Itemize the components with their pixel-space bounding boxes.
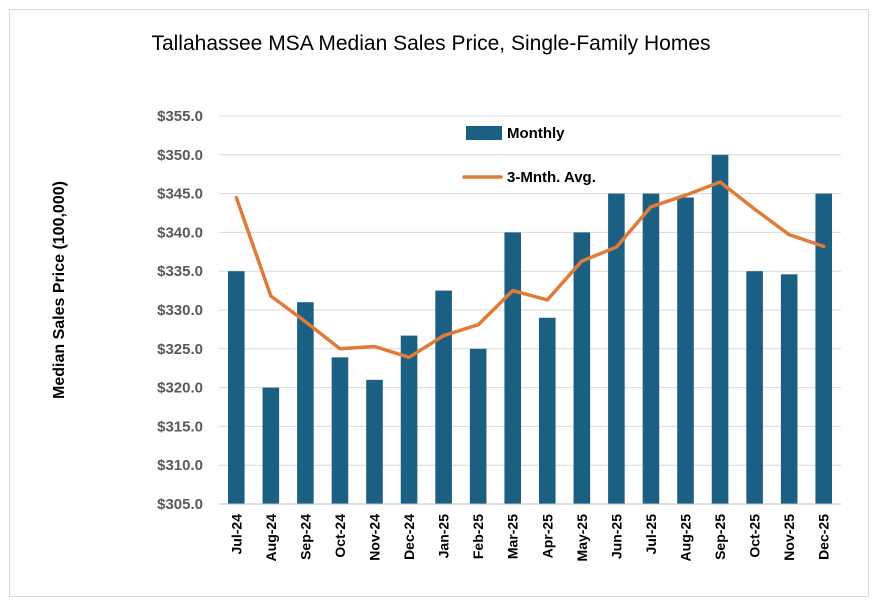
bar-jan-25 — [435, 290, 452, 504]
legend-label-monthly: Monthly — [507, 125, 565, 142]
y-tick-label: $350.0 — [157, 147, 203, 164]
y-axis-ticks: $305.0 $310.0 $315.0 $320.0 $325.0 $330.0 $335… — [157, 108, 203, 513]
legend-label-3-month-avg: 3-Mnth. Avg. — [507, 169, 596, 186]
y-tick-label: $340.0 — [157, 224, 203, 241]
y-tick-label: $310.0 — [157, 457, 203, 474]
bar-sep-25 — [711, 154, 729, 505]
y-tick-label: $315.0 — [157, 418, 203, 435]
x-tick-label: Mar-25 — [505, 514, 521, 559]
bar-dec-24 — [400, 335, 418, 504]
bar-nov-25 — [780, 274, 798, 504]
x-tick-label: Oct-25 — [747, 514, 763, 558]
bar-oct-24 — [331, 357, 349, 504]
bar-nov-24 — [366, 379, 383, 504]
line-3-month-avg — [234, 180, 826, 360]
legend: Monthly 3-Mnth. Avg. — [462, 125, 596, 186]
line-series — [234, 180, 826, 360]
x-tick-label: Jun-25 — [608, 514, 624, 559]
x-tick-label: May-25 — [574, 514, 590, 562]
y-tick-label: $305.0 — [157, 496, 203, 513]
x-tick-label: Aug-24 — [263, 514, 279, 562]
y-tick-label: $355.0 — [157, 108, 203, 125]
x-tick-label: Jul-25 — [643, 514, 659, 555]
bar-oct-25 — [746, 271, 763, 504]
bar-dec-25 — [815, 193, 833, 504]
y-tick-label: $320.0 — [157, 380, 203, 397]
y-tick-label: $335.0 — [157, 263, 203, 280]
x-tick-label: Sep-24 — [297, 514, 313, 560]
x-tick-label: Feb-25 — [470, 514, 486, 559]
x-axis-ticks: Jul-24 Aug-24 Sep-24 Oct-24 Nov-24 Dec-24 Jan-… — [228, 514, 831, 562]
y-tick-label: $330.0 — [157, 302, 203, 319]
bar-sep-24 — [297, 302, 314, 504]
bar-series — [227, 154, 833, 505]
bar-jun-25 — [608, 193, 625, 504]
chart-title: Tallahassee MSA Median Sales Price, Sing… — [151, 32, 710, 55]
bar-apr-25 — [538, 317, 556, 504]
x-tick-label: Nov-24 — [367, 514, 383, 561]
x-tick-label: Oct-24 — [332, 514, 348, 558]
bar-may-25 — [573, 232, 591, 504]
gridlines — [219, 115, 841, 466]
y-tick-label: $325.0 — [157, 341, 203, 358]
x-tick-label: Jul-24 — [228, 514, 244, 555]
bar-mar-25 — [504, 232, 522, 504]
x-tick-label: Apr-25 — [539, 514, 555, 559]
bar-aug-24 — [262, 387, 280, 504]
bar-jul-24 — [227, 271, 245, 504]
x-tick-label: Nov-25 — [781, 514, 797, 561]
x-tick-label: Dec-24 — [401, 514, 417, 560]
y-axis-label: Median Sales Price (100,000) — [51, 181, 68, 399]
bar-jul-25 — [642, 193, 660, 504]
x-tick-label: Sep-25 — [712, 514, 728, 560]
bar-aug-25 — [677, 197, 694, 505]
x-tick-label: Dec-25 — [816, 514, 832, 560]
bar-feb-25 — [469, 348, 487, 504]
y-tick-label: $345.0 — [157, 186, 203, 203]
legend-swatch-monthly — [466, 126, 502, 140]
x-tick-label: Jan-25 — [436, 514, 452, 559]
x-tick-label: Aug-25 — [678, 514, 694, 562]
